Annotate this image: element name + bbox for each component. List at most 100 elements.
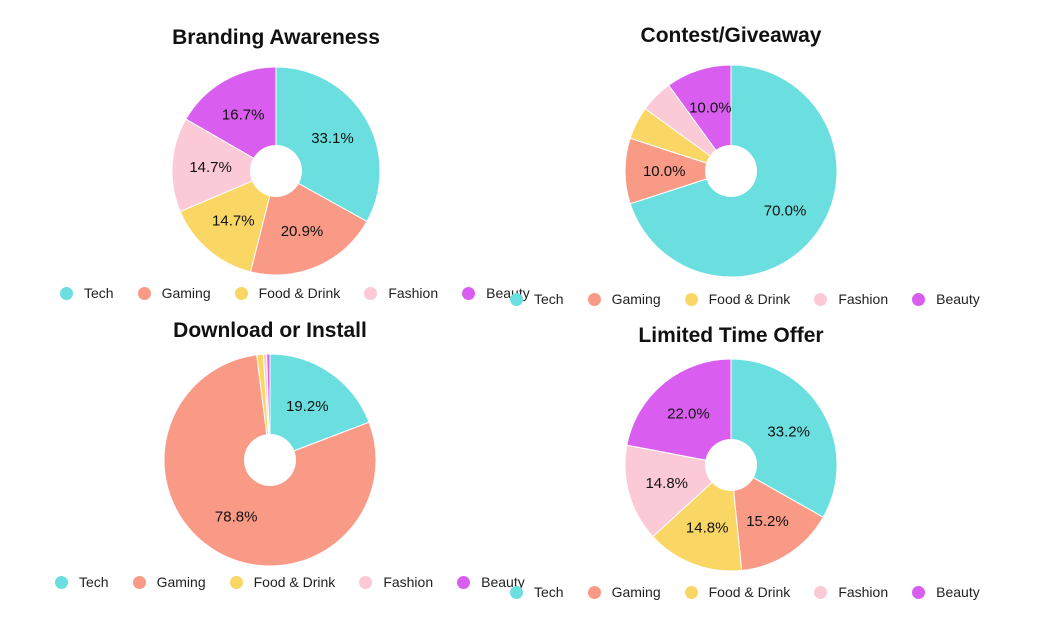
slice-fashion (624, 444, 733, 538)
legend-item-fashion[interactable]: Fashion (814, 584, 888, 600)
slice-beauty (626, 358, 732, 466)
slice-label-beauty: 22.0% (667, 406, 710, 423)
legend-dot-icon (60, 286, 73, 300)
slice-label-tech: 70.0% (764, 202, 807, 219)
legend-item-fashion[interactable]: Fashion (814, 291, 888, 307)
legend-label: Fashion (838, 291, 889, 307)
legend-dot-icon (132, 575, 146, 589)
legend-label: Food & Drink (708, 584, 791, 600)
slice-beauty (185, 66, 277, 172)
legend-dot-icon (587, 292, 601, 306)
legend-item-tech[interactable]: Tech (60, 285, 114, 301)
slice-label-gaming: 78.8% (215, 508, 258, 525)
legend-item-food-and-drink[interactable]: Food & Drink (684, 291, 791, 307)
legend-label: Fashion (388, 285, 439, 301)
legend-item-food-and-drink[interactable]: Food & Drink (684, 584, 791, 600)
chart-title: Branding Awareness (172, 26, 380, 49)
slice-label-tech: 33.1% (311, 130, 354, 147)
legend-label: Fashion (838, 584, 889, 600)
legend-label: Gaming (611, 584, 661, 600)
slice-label-tech: 19.2% (286, 398, 329, 415)
donut-chart: 70.0% 10.0% 10.0% (624, 64, 838, 278)
slice-label-beauty: 16.7% (222, 106, 265, 123)
chart-title: Contest/Giveaway (640, 24, 822, 47)
slice-label-food-and-drink: 14.8% (686, 519, 729, 536)
slice-food-and-drink (652, 463, 743, 572)
legend-item-beauty[interactable]: Beauty (912, 291, 980, 307)
slice-label-gaming: 20.9% (281, 223, 324, 240)
slice-food-and-drink (179, 170, 277, 273)
legend-label: Tech (534, 584, 564, 600)
legend-dot-icon (55, 575, 68, 589)
legend-dot-icon (510, 585, 523, 599)
legend-dot-icon (814, 585, 828, 599)
legend-item-gaming[interactable]: Gaming (132, 574, 206, 590)
legend: Tech Gaming Food & Drink Fashion Beauty (55, 574, 549, 590)
slice-label-food-and-drink: 14.7% (212, 213, 255, 230)
slice-tech (730, 358, 838, 518)
slice-tech (269, 353, 370, 461)
legend-dot-icon (684, 292, 698, 306)
legend-item-fashion[interactable]: Fashion (364, 285, 438, 301)
slice-label-fashion: 14.7% (189, 159, 232, 176)
donut-hole (244, 434, 296, 486)
legend-dot-icon (510, 292, 523, 306)
legend-label: Gaming (611, 291, 661, 307)
legend-item-food-and-drink[interactable]: Food & Drink (234, 285, 341, 301)
donut-chart: 33.2% 15.2% 14.8% 14.8% 22.0% (624, 358, 838, 572)
slice-label-gaming: 15.2% (746, 513, 789, 530)
slice-tech (275, 66, 381, 223)
legend-label: Beauty (936, 291, 980, 307)
slice-beauty (266, 353, 271, 461)
slice-beauty (667, 64, 732, 173)
legend-item-tech[interactable]: Tech (510, 291, 564, 307)
donut-chart: 33.1% 20.9% 14.7% 14.7% 16.7% (171, 66, 381, 276)
legend-label: Fashion (383, 574, 434, 590)
slice-fashion (171, 118, 278, 213)
legend: Tech Gaming Food & Drink Fashion Beauty (510, 291, 1004, 307)
legend-label: Tech (534, 291, 564, 307)
legend-item-beauty[interactable]: Beauty (912, 584, 980, 600)
slice-label-beauty: 10.0% (689, 99, 732, 116)
legend-label: Beauty (936, 584, 980, 600)
legend-label: Food & Drink (258, 285, 341, 301)
donut-chart: 19.2% 78.8% (163, 353, 377, 567)
legend-dot-icon (814, 292, 828, 306)
legend-dot-icon (359, 575, 373, 589)
legend-item-fashion[interactable]: Fashion (359, 574, 433, 590)
legend-dot-icon (912, 292, 926, 306)
legend-item-tech[interactable]: Tech (510, 584, 564, 600)
donut-hole (705, 145, 757, 197)
slice-label-fashion: 14.8% (645, 475, 688, 492)
legend-item-gaming[interactable]: Gaming (587, 584, 661, 600)
legend-item-gaming[interactable]: Gaming (137, 285, 211, 301)
chart-title: Limited Time Offer (638, 324, 824, 347)
legend-label: Tech (79, 574, 109, 590)
legend-dot-icon (462, 286, 476, 300)
legend-item-tech[interactable]: Tech (55, 574, 109, 590)
legend-dot-icon (234, 286, 248, 300)
slice-label-tech: 33.2% (767, 423, 810, 440)
slice-label-gaming: 10.0% (643, 163, 686, 180)
legend-dot-icon (912, 585, 926, 599)
legend-dot-icon (364, 286, 378, 300)
legend-label: Food & Drink (708, 291, 791, 307)
legend-dot-icon (587, 585, 601, 599)
chart-title: Download or Install (173, 319, 367, 342)
legend-dot-icon (229, 575, 243, 589)
legend-label: Gaming (161, 285, 211, 301)
legend-item-food-and-drink[interactable]: Food & Drink (229, 574, 336, 590)
legend: Tech Gaming Food & Drink Fashion Beauty (510, 584, 1004, 600)
legend-item-gaming[interactable]: Gaming (587, 291, 661, 307)
slice-gaming (730, 464, 824, 572)
donut-hole (705, 439, 757, 491)
legend-label: Gaming (156, 574, 206, 590)
legend-label: Food & Drink (253, 574, 336, 590)
legend-dot-icon (457, 575, 471, 589)
donut-hole (250, 145, 302, 197)
legend-dot-icon (137, 286, 151, 300)
slice-gaming (249, 170, 368, 276)
legend-dot-icon (684, 585, 698, 599)
legend-label: Tech (84, 285, 114, 301)
legend: Tech Gaming Food & Drink Fashion Beauty (60, 285, 554, 301)
